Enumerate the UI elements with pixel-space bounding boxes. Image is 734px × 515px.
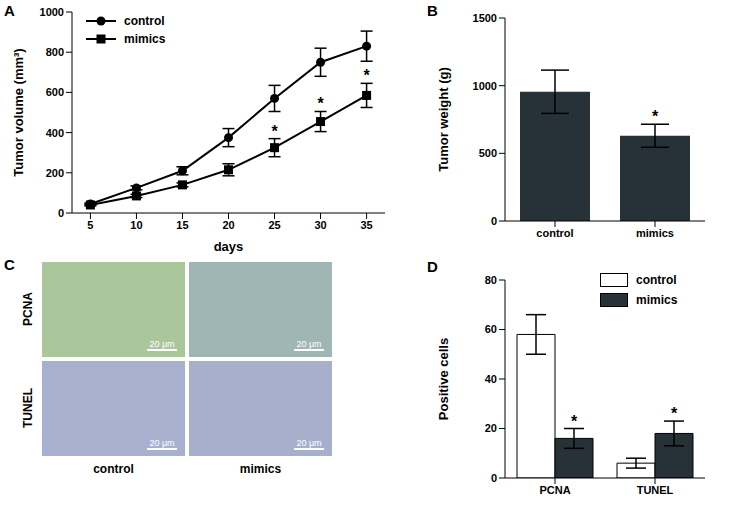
svg-text:days: days [214, 239, 244, 254]
html-text:TUNEL: TUNEL [21, 387, 35, 428]
svg-text:*: * [571, 413, 578, 430]
html-text:B: B [427, 2, 438, 19]
svg-text:400: 400 [46, 127, 64, 139]
svg-text:control: control [536, 227, 573, 239]
html-text:A: A [4, 2, 15, 19]
html-text:20 μm: 20 μm [149, 339, 175, 349]
html-text:control: control [124, 14, 165, 28]
svg-text:80: 80 [485, 274, 497, 286]
svg-text:mimics: mimics [636, 227, 674, 239]
html-text:D: D [427, 258, 438, 275]
html-text:control: control [93, 462, 134, 476]
svg-text:5: 5 [87, 219, 93, 231]
svg-text:PCNA: PCNA [539, 484, 570, 496]
svg-text:*: * [671, 405, 678, 422]
html-text:20 μm: 20 μm [296, 339, 322, 349]
svg-text:*: * [652, 108, 659, 125]
svg-text:*: * [317, 95, 324, 112]
svg-text:Tumor volume (mm³): Tumor volume (mm³) [11, 48, 26, 176]
svg-text:1000: 1000 [473, 80, 497, 92]
svg-text:35: 35 [360, 219, 372, 231]
svg-text:20: 20 [222, 219, 234, 231]
html-text:mimics: mimics [124, 32, 166, 46]
html-text:C: C [4, 256, 15, 273]
svg-text:40: 40 [485, 373, 497, 385]
svg-text:200: 200 [46, 167, 64, 179]
svg-text:30: 30 [314, 219, 326, 231]
svg-text:500: 500 [479, 147, 497, 159]
html-text:mimics: mimics [636, 293, 678, 307]
svg-text:20: 20 [485, 422, 497, 434]
svg-text:0: 0 [491, 472, 497, 484]
svg-text:*: * [363, 67, 370, 84]
svg-text:Tumor weight (g): Tumor weight (g) [436, 67, 451, 171]
html-text:20 μm: 20 μm [296, 438, 322, 448]
svg-text:0: 0 [491, 215, 497, 227]
svg-text:60: 60 [485, 323, 497, 335]
svg-text:1500: 1500 [473, 12, 497, 24]
html-text:PCNA: PCNA [21, 291, 35, 326]
svg-text:800: 800 [46, 46, 64, 58]
svg-text:600: 600 [46, 86, 64, 98]
svg-text:25: 25 [268, 219, 280, 231]
svg-text:0: 0 [58, 207, 64, 219]
html-text:20 μm: 20 μm [149, 438, 175, 448]
html-text:control: control [636, 273, 677, 287]
html-text:mimics: mimics [239, 462, 282, 476]
svg-text:TUNEL: TUNEL [637, 484, 674, 496]
svg-text:15: 15 [176, 219, 188, 231]
svg-text:10: 10 [130, 219, 142, 231]
svg-text:*: * [271, 123, 278, 140]
svg-text:Positive cells: Positive cells [436, 338, 451, 420]
svg-text:1000: 1000 [40, 6, 64, 18]
